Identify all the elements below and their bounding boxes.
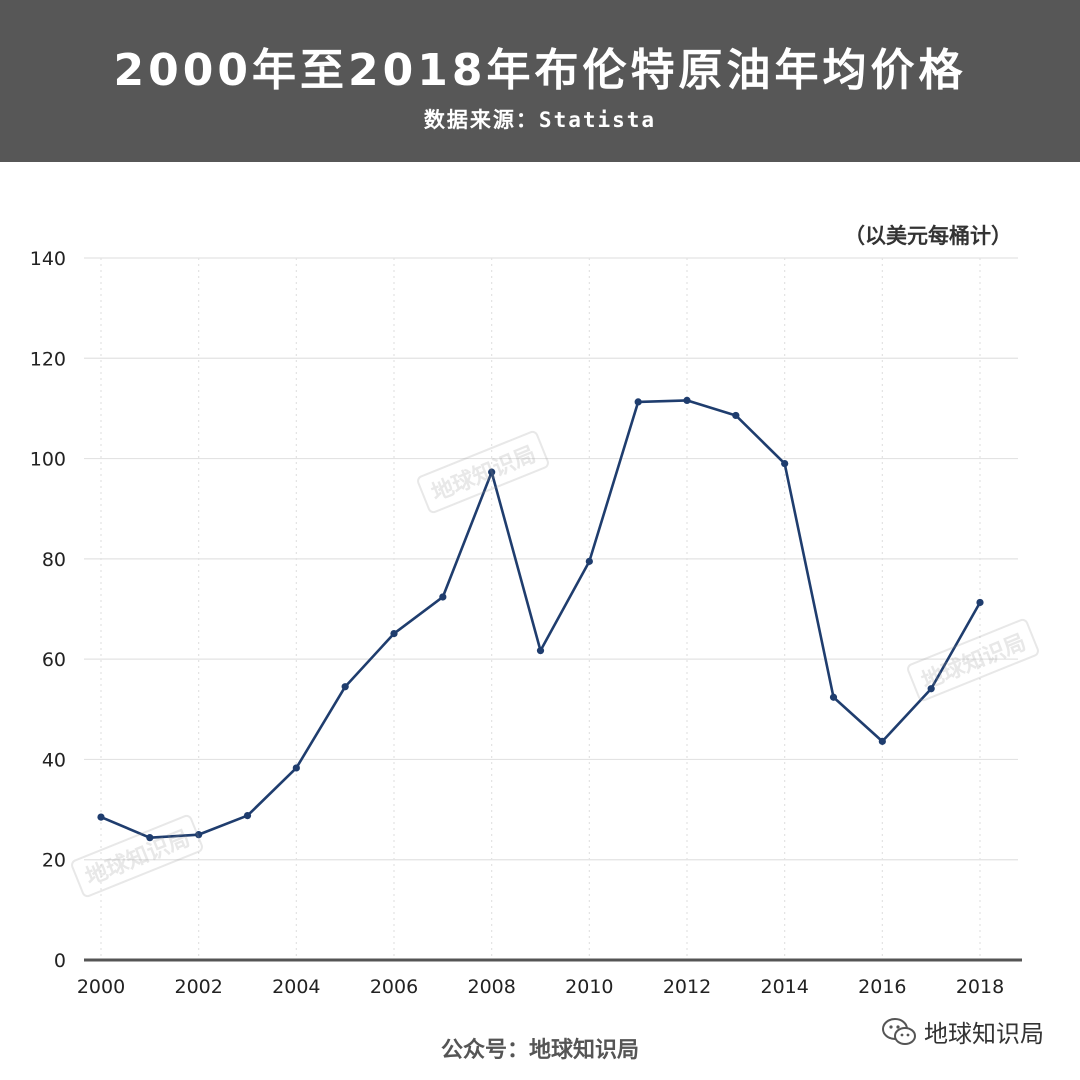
data-point xyxy=(634,398,642,406)
brand-name: 地球知识局 xyxy=(924,1020,1044,1048)
y-tick-label: 0 xyxy=(54,950,66,972)
data-point xyxy=(878,737,886,745)
data-point xyxy=(683,396,691,405)
chart-source: 数据来源：Statista xyxy=(423,108,657,132)
data-point xyxy=(439,593,447,601)
brand-badge: 地球知识局 xyxy=(882,1014,1044,1049)
data-point xyxy=(732,411,740,420)
x-tick-label: 2014 xyxy=(760,976,808,998)
y-tick-label: 120 xyxy=(30,348,66,370)
y-tick-label: 40 xyxy=(42,749,66,771)
y-tick-label: 60 xyxy=(42,649,66,671)
data-point xyxy=(390,629,398,638)
y-tick-label: 140 xyxy=(30,248,66,270)
data-point xyxy=(292,764,300,772)
footer-credit: 公众号：地球知识局 xyxy=(440,1038,639,1063)
x-tick-label: 2012 xyxy=(663,976,711,998)
y-tick-label: 80 xyxy=(42,549,66,571)
data-point xyxy=(829,693,838,701)
data-point xyxy=(781,459,789,468)
data-point xyxy=(146,834,154,842)
x-tick-label: 2008 xyxy=(467,976,515,998)
unit-label: （以美元每桶计） xyxy=(844,224,1012,248)
x-tick-label: 2010 xyxy=(565,976,613,998)
wechat-icon xyxy=(882,1017,916,1045)
data-point xyxy=(243,811,252,820)
chart-title: 2000年至2018年布伦特原油年均价格 xyxy=(113,45,967,96)
data-point xyxy=(927,685,935,693)
data-point xyxy=(341,683,349,691)
data-point xyxy=(195,831,203,839)
header-banner: 2000年至2018年布伦特原油年均价格 数据来源：Statista xyxy=(0,0,1080,162)
data-point xyxy=(976,598,984,607)
data-point xyxy=(488,468,496,476)
x-tick-label: 2002 xyxy=(174,976,222,998)
series-line xyxy=(100,399,982,839)
x-tick-label: 2006 xyxy=(370,976,418,998)
y-tick-label: 100 xyxy=(30,449,66,471)
data-point xyxy=(97,813,105,821)
x-tick-label: 2004 xyxy=(272,976,320,998)
x-tick-label: 2018 xyxy=(956,976,1004,998)
x-tick-label: 2000 xyxy=(77,976,125,998)
data-point xyxy=(585,557,593,565)
data-point xyxy=(536,647,545,655)
x-tick-label: 2016 xyxy=(858,976,906,998)
y-tick-label: 20 xyxy=(42,850,66,872)
